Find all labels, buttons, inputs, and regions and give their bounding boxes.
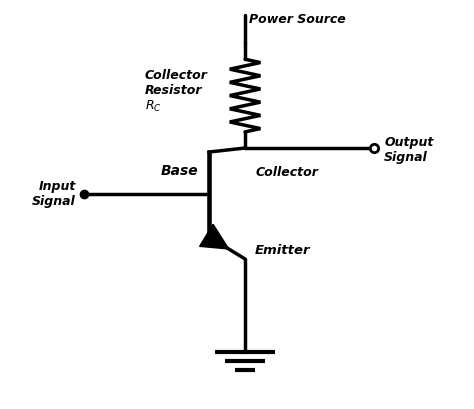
Text: Collector: Collector: [255, 166, 318, 179]
Text: Base: Base: [161, 164, 199, 178]
Text: Collector
Resistor
$R_C$: Collector Resistor $R_C$: [145, 69, 208, 114]
Text: Power Source: Power Source: [249, 13, 346, 26]
Text: Emitter: Emitter: [255, 245, 310, 257]
Polygon shape: [200, 224, 229, 249]
Text: Input
Signal: Input Signal: [32, 180, 76, 209]
Text: Output
Signal: Output Signal: [384, 136, 434, 164]
